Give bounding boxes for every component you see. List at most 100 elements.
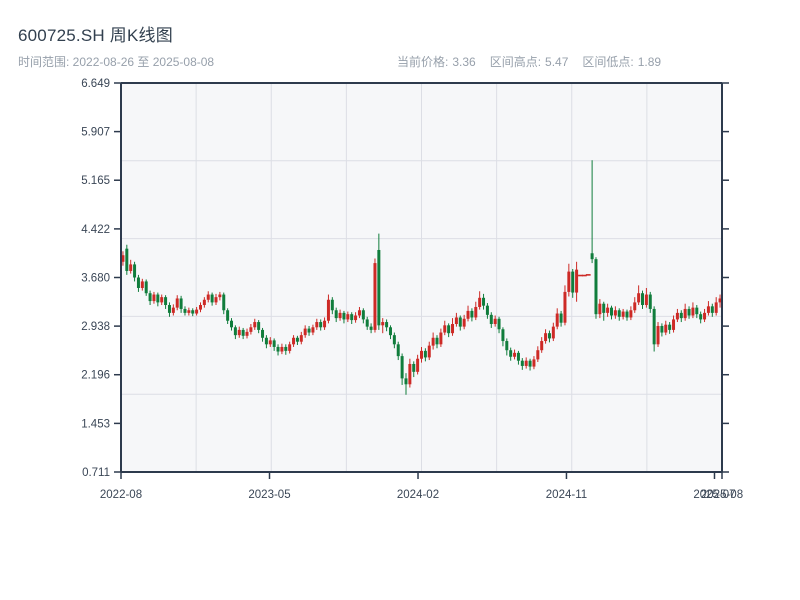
candle-body (547, 333, 551, 339)
candle-body (350, 314, 354, 321)
y-axis-label: 2.196 (81, 370, 110, 382)
candle-body (703, 312, 707, 320)
stats-bar: 当前价格: 3.36 区间高点: 5.47 区间低点: 1.89 (397, 53, 661, 70)
candle-body (164, 297, 168, 306)
page-title: 600725.SH 周K线图 (18, 26, 173, 45)
candle-body (641, 293, 645, 306)
candle-body (656, 325, 660, 345)
candle-body (330, 299, 334, 311)
candle-body (268, 340, 272, 345)
candle-body (388, 327, 392, 336)
candle-body (230, 320, 234, 328)
candle-body (187, 310, 191, 313)
candle-body (485, 305, 489, 315)
candle-body (462, 318, 466, 327)
candle-body (144, 281, 148, 294)
candle-body (249, 327, 253, 332)
candle-body (606, 307, 610, 313)
date-range: 时间范围: 2022-08-26 至 2025-08-08 (18, 55, 215, 69)
candle-body (365, 319, 369, 327)
y-axis-label: 2.938 (81, 321, 110, 333)
candle-body (563, 291, 567, 323)
candle-body (520, 360, 524, 366)
candle-body (613, 310, 617, 316)
candle-body (443, 325, 447, 333)
candle-body (454, 317, 458, 325)
candle-body (284, 346, 288, 351)
x-axis-label: 2023-05 (248, 489, 290, 501)
candle-body (237, 329, 241, 336)
candle-body (575, 269, 579, 293)
y-axis-label: 5.165 (81, 175, 110, 187)
candle-body (261, 329, 265, 338)
candle-body (299, 335, 303, 342)
candle-body (218, 294, 222, 298)
candle-body (551, 326, 555, 339)
candle-body (664, 324, 668, 333)
candle-body (532, 359, 536, 367)
x-axis-label: 2025-07 (693, 489, 735, 501)
candle-body (354, 315, 358, 321)
candle-body (412, 363, 416, 372)
candle-body (699, 314, 703, 320)
candle-body (629, 310, 633, 318)
candle-body (501, 329, 505, 342)
candle-body (175, 298, 179, 308)
candle-body (420, 350, 423, 359)
candle-body (326, 299, 330, 321)
x-axis-label: 2024-02 (397, 489, 439, 501)
candle-body (140, 281, 144, 288)
candle-body (206, 294, 210, 300)
candle-body (637, 293, 641, 303)
candle-body (470, 310, 474, 318)
candle-body (303, 328, 307, 336)
candle-body (222, 294, 226, 311)
candle-body (342, 312, 346, 320)
candle-body (695, 307, 699, 315)
candle-body (160, 297, 164, 303)
candle-body (377, 249, 381, 326)
candle-body (373, 263, 377, 330)
candle-body (257, 322, 261, 330)
candle-body (381, 322, 385, 326)
candle-body (513, 352, 517, 357)
candle-body (334, 310, 338, 319)
candle-body (369, 326, 373, 330)
candle-body (183, 308, 187, 313)
candle-body (528, 360, 532, 367)
candle-body (148, 293, 152, 302)
candle-body (489, 314, 493, 325)
candle-body (458, 317, 462, 327)
candle-body (451, 324, 455, 334)
stat-range-low: 区间低点: 1.89 (582, 55, 662, 69)
candle-body (571, 271, 575, 293)
stat-current-price: 当前价格: 3.36 (397, 55, 476, 69)
candle-body (710, 306, 714, 313)
candle-body (408, 363, 412, 385)
candle-body (509, 350, 513, 357)
candle-body (179, 298, 183, 309)
candle-body (241, 329, 245, 336)
candle-body (396, 344, 400, 357)
candle-body (497, 318, 501, 330)
candle-body (385, 322, 389, 328)
y-axis-label: 3.680 (81, 273, 110, 285)
candle-body (439, 332, 443, 345)
candle-body (245, 331, 249, 336)
candle-body (633, 302, 637, 311)
candle-body (609, 307, 613, 316)
candle-body (675, 312, 679, 320)
candle-body (447, 325, 451, 334)
y-axis-label: 6.649 (81, 78, 110, 90)
x-axis: 2022-08 2023-05 2024-02 2024-11 2025-072025-… (100, 472, 743, 501)
candle-body (346, 314, 350, 320)
candle-body (668, 324, 672, 330)
candle-body (625, 311, 629, 318)
candle-body (466, 310, 470, 319)
candle-body (474, 306, 478, 318)
candle-body (559, 313, 563, 323)
candle-body (400, 356, 404, 379)
candle-body (191, 310, 195, 314)
candle-body (672, 319, 676, 330)
